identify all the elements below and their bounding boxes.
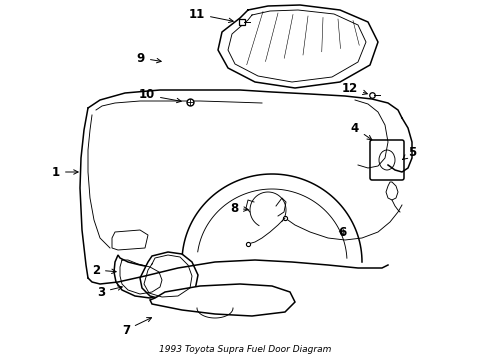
Text: 8: 8 [230,202,248,215]
Polygon shape [386,182,398,200]
Text: 1993 Toyota Supra Fuel Door Diagram: 1993 Toyota Supra Fuel Door Diagram [159,345,331,354]
Text: 10: 10 [139,89,181,103]
Text: 3: 3 [97,285,122,298]
Ellipse shape [379,150,395,170]
FancyBboxPatch shape [370,140,404,180]
Text: 2: 2 [92,264,116,276]
Polygon shape [112,230,148,250]
Polygon shape [114,255,168,298]
Polygon shape [140,252,198,300]
Text: 1: 1 [52,166,78,179]
Polygon shape [150,284,295,316]
Text: 9: 9 [137,51,161,64]
Text: 6: 6 [338,225,346,238]
Text: 7: 7 [122,318,151,337]
Text: 5: 5 [403,145,416,159]
Text: 11: 11 [189,8,233,23]
Text: 12: 12 [342,81,368,94]
Text: 4: 4 [351,122,372,140]
